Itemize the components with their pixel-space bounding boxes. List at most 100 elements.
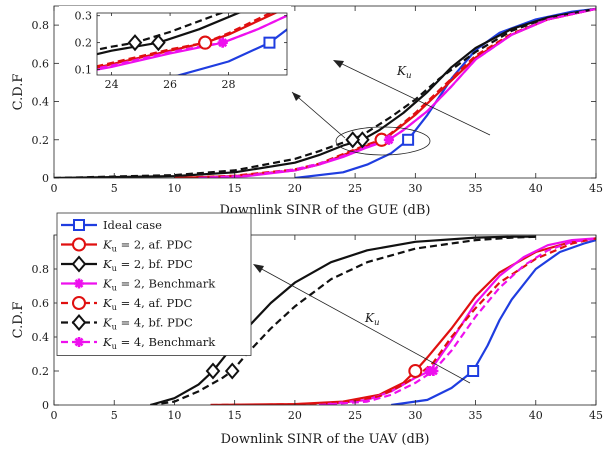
axes-frame: [53, 5, 597, 179]
x-tick-label: 30: [408, 182, 422, 195]
series-line: [97, 13, 273, 68]
y-tick-label: 0.2: [32, 134, 50, 147]
x-tick-label: 45: [589, 182, 603, 195]
legend-swatch-marker: [73, 219, 85, 231]
legend-swatch-marker: [72, 296, 86, 310]
legend-swatch-marker: [72, 237, 86, 252]
x-tick-label: 0: [51, 409, 58, 422]
x-tick-label: 0: [51, 182, 58, 195]
y-tick-label: 0.4: [32, 96, 50, 109]
x-tick-label: 10: [167, 182, 181, 195]
series-markers: [345, 131, 415, 149]
y-tick-label: 0.4: [32, 331, 50, 344]
series-line: [294, 7, 596, 178]
ku-annotation: Ku: [364, 311, 380, 328]
series-line: [210, 237, 596, 405]
legend-label: Ku = 4, Benchmark: [102, 335, 216, 351]
data-marker: [198, 35, 213, 50]
data-marker: [205, 362, 221, 380]
x-tick-label: 24: [105, 78, 119, 91]
x-tick-label: 35: [469, 409, 483, 422]
data-marker: [428, 366, 439, 376]
top-plot-gue: 0 5 10 15 20 25 30 35 40 45 0 0.2 0.4 0.6 0.8 Downlink …: [11, 5, 603, 218]
legend-swatch-marker: [74, 278, 84, 289]
y-tick-label: 0.8: [32, 19, 50, 32]
series-line: [97, 13, 225, 51]
series-lines: [97, 13, 287, 75]
legend-swatch-marker: [74, 337, 84, 347]
series-line: [318, 237, 596, 405]
legend-label: Ideal case: [103, 218, 162, 232]
series-line: [54, 7, 596, 178]
legend-entry: Ku = 4, bf. PDC: [61, 313, 193, 332]
legend-label: Ku = 2, af. PDC: [102, 238, 192, 254]
legend-entry: Ku = 2, Benchmark: [61, 277, 216, 293]
series-lines: [150, 235, 596, 405]
series-lines: [54, 7, 596, 178]
y-tick-label: 0.3: [75, 10, 93, 23]
axes-frame: [53, 234, 597, 406]
x-tick-label: 25: [348, 409, 362, 422]
x-tick-label: 20: [288, 182, 302, 195]
y-tick-label: 0: [42, 399, 49, 412]
data-marker: [127, 34, 143, 52]
legend-swatch-marker: [71, 313, 87, 332]
series-line: [54, 7, 596, 178]
x-tick-label: 30: [408, 409, 422, 422]
x-tick-label: 25: [348, 182, 362, 195]
series-line: [198, 7, 596, 178]
series-line: [210, 237, 596, 405]
legend-label: Ku = 2, Benchmark: [102, 277, 216, 293]
data-marker: [263, 36, 276, 49]
zoom-arrow-line: [291, 91, 346, 139]
y-axis-label: C.D.F: [11, 74, 26, 111]
x-tick-label: 5: [111, 409, 118, 422]
data-marker: [217, 37, 228, 48]
data-marker: [402, 133, 415, 146]
data-marker: [224, 362, 240, 380]
ku-arrow-line: [257, 266, 471, 384]
zoom-ellipse: [335, 126, 431, 156]
legend-label: Ku = 2, bf. PDC: [102, 257, 193, 273]
axes-frame: [96, 12, 288, 76]
x-tick-label: 15: [228, 409, 242, 422]
series-line: [391, 239, 596, 405]
x-tick-label: 20: [288, 409, 302, 422]
inset-zoom: 24 26 28 0.1 0.2 0.3: [59, 6, 291, 102]
y-tick-label: 0.2: [75, 37, 93, 50]
series-markers: [205, 362, 480, 380]
data-marker: [151, 34, 166, 52]
x-tick-label: 10: [167, 409, 181, 422]
x-tick-label: 40: [529, 409, 543, 422]
y-tick-label: 0.8: [32, 263, 50, 276]
y-tick-label: 0: [42, 172, 49, 185]
x-tick-label: 5: [111, 182, 118, 195]
legend-entry: Ideal case: [61, 218, 162, 232]
bottom-plot-uav: 0 5 10 15 20 25 30 35 40 45 0 0.2 0.4 0.6 0.8 Downlink …: [11, 212, 603, 447]
x-axis-label: Downlink SINR of the UAV (dB): [221, 432, 430, 447]
y-tick-label: 0.6: [32, 297, 50, 310]
y-axis-label: C.D.F: [11, 302, 26, 339]
data-marker: [355, 131, 370, 149]
series-line: [97, 13, 242, 56]
x-tick-label: 26: [163, 78, 177, 91]
y-tick-label: 0.6: [32, 57, 50, 70]
y-tick-label: 0.2: [32, 365, 50, 378]
x-tick-label: 28: [222, 78, 236, 91]
legend-label: Ku = 4, bf. PDC: [102, 316, 193, 332]
ku-arrowhead: [333, 60, 344, 68]
legend: Ideal case Ku = 2, af. PDC Ku = 2, bf. PDC…: [56, 212, 252, 356]
x-tick-label: 40: [529, 182, 543, 195]
data-marker: [345, 131, 361, 149]
data-marker: [467, 365, 480, 377]
ku-annotation: Ku: [396, 64, 412, 81]
legend-entry: Ku = 4, af. PDC: [61, 296, 192, 312]
data-marker: [408, 364, 423, 378]
legend-swatch-marker: [71, 255, 87, 273]
legend-entry: Ku = 2, bf. PDC: [61, 255, 193, 273]
x-tick-label: 35: [469, 182, 483, 195]
data-marker: [383, 134, 394, 145]
legend-entry: Ku = 4, Benchmark: [61, 335, 216, 351]
series-line: [150, 235, 536, 405]
x-axis-label: Downlink SINR of the GUE (dB): [220, 203, 431, 218]
